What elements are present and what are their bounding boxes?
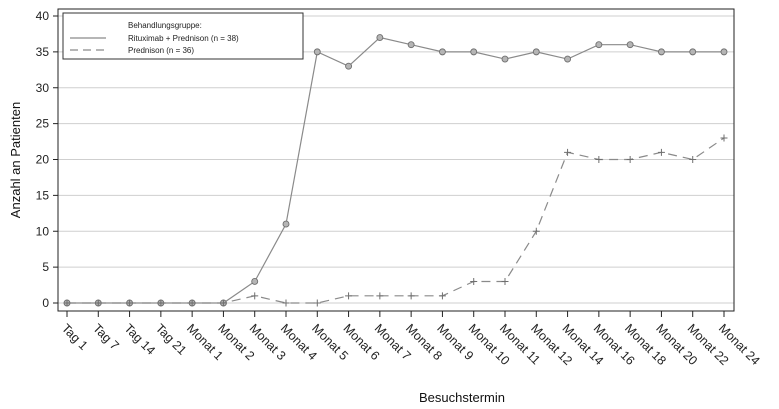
- gridlines: [58, 15, 734, 304]
- data-point: [657, 148, 665, 156]
- data-point: [376, 292, 384, 300]
- series-1: [63, 134, 728, 307]
- data-point: [282, 299, 290, 307]
- data-point: [407, 41, 415, 49]
- y-tick-label: 20: [36, 153, 50, 167]
- data-point: [564, 55, 572, 63]
- data-point: [313, 299, 321, 307]
- x-tick-label: Tag 7: [90, 321, 122, 353]
- data-point: [407, 292, 415, 300]
- legend: Behandlungsgruppe: Rituximab + Prednison…: [62, 12, 304, 60]
- data-point: [720, 134, 728, 142]
- data-point: [157, 299, 165, 307]
- y-tick-label: 25: [36, 117, 50, 131]
- data-point: [94, 299, 102, 307]
- data-point: [313, 48, 321, 56]
- legend-label-rituximab: Rituximab + Prednison (n = 38): [128, 34, 239, 43]
- data-point: [376, 34, 384, 41]
- data-point: [251, 278, 259, 285]
- data-point: [689, 156, 697, 163]
- data-point: [657, 48, 665, 56]
- x-tick-label: Tag 1: [59, 321, 91, 353]
- y-axis: 0 5 10 15 20 25 30 35 40: [36, 9, 58, 310]
- data-point: [282, 220, 290, 228]
- data-point: [720, 48, 728, 56]
- data-point: [595, 41, 603, 49]
- data-series: [63, 34, 728, 307]
- x-tick-label: Tag 21: [153, 321, 189, 357]
- data-point: [219, 299, 227, 307]
- y-tick-label: 5: [42, 260, 49, 274]
- legend-title: Behandlungsgruppe:: [128, 21, 202, 30]
- y-tick-label: 10: [36, 224, 50, 238]
- x-axis-label: Besuchstermin: [419, 390, 505, 405]
- data-point: [345, 292, 353, 300]
- data-point: [532, 48, 540, 56]
- data-point: [126, 299, 134, 307]
- data-point: [63, 299, 71, 307]
- x-tick-label: Tag 14: [121, 321, 157, 357]
- legend-label-prednison: Prednison (n = 36): [128, 46, 194, 55]
- data-point: [438, 292, 446, 300]
- y-tick-label: 15: [36, 188, 50, 202]
- data-point: [626, 41, 634, 49]
- series-line: [67, 137, 725, 304]
- data-point: [438, 48, 446, 56]
- data-point: [251, 292, 259, 300]
- series-line: [67, 36, 724, 304]
- data-point: [345, 62, 353, 70]
- data-point: [595, 156, 603, 163]
- y-tick-label: 35: [36, 45, 50, 59]
- data-point: [689, 48, 697, 56]
- data-point: [188, 299, 196, 307]
- y-tick-label: 30: [36, 81, 50, 95]
- y-tick-label: 0: [42, 296, 49, 310]
- data-point: [564, 148, 572, 156]
- data-point: [470, 48, 478, 56]
- y-tick-label: 40: [36, 9, 50, 23]
- data-point: [501, 55, 509, 63]
- data-point: [626, 156, 634, 163]
- y-axis-label: Anzahl an Patienten: [8, 102, 23, 218]
- data-point: [470, 277, 478, 285]
- data-point: [532, 227, 540, 235]
- series-0: [63, 34, 728, 307]
- legend-box: [62, 12, 304, 60]
- data-point: [501, 277, 509, 285]
